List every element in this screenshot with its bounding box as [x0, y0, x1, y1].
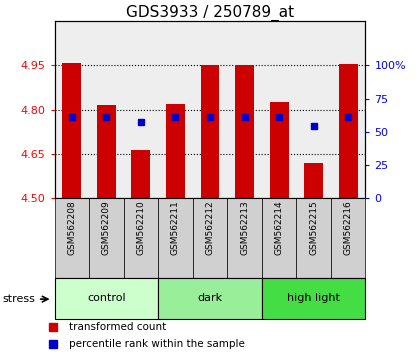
Text: GSM562211: GSM562211 [171, 201, 180, 255]
Bar [193, 198, 227, 278]
Bar [158, 198, 193, 278]
Bar [235, 65, 254, 198]
Bar [97, 105, 116, 198]
Text: high light: high light [287, 293, 340, 303]
Bar [158, 278, 262, 319]
Text: GSM562216: GSM562216 [344, 201, 353, 255]
Text: GSM562213: GSM562213 [240, 201, 249, 255]
Bar [55, 278, 158, 319]
Text: transformed count: transformed count [68, 321, 166, 332]
Bar [166, 104, 185, 198]
Bar [55, 198, 89, 278]
Bar [339, 64, 357, 198]
Bar [304, 163, 323, 198]
Text: GSM562212: GSM562212 [205, 201, 215, 255]
Bar [227, 198, 262, 278]
Bar [262, 198, 297, 278]
Text: GSM562210: GSM562210 [136, 201, 145, 255]
Bar [89, 198, 123, 278]
Bar [270, 102, 289, 198]
Title: GDS3933 / 250789_at: GDS3933 / 250789_at [126, 5, 294, 21]
Text: GSM562214: GSM562214 [275, 201, 284, 255]
Bar [63, 63, 81, 198]
Bar [123, 198, 158, 278]
Bar [331, 198, 365, 278]
Bar [297, 198, 331, 278]
Text: GSM562208: GSM562208 [67, 201, 76, 255]
Text: stress: stress [2, 294, 35, 304]
Text: GSM562209: GSM562209 [102, 201, 111, 255]
Bar [200, 65, 220, 198]
Text: percentile rank within the sample: percentile rank within the sample [68, 339, 244, 349]
Text: control: control [87, 293, 126, 303]
Bar [131, 149, 150, 198]
Text: GSM562215: GSM562215 [309, 201, 318, 255]
Text: dark: dark [197, 293, 223, 303]
Bar [262, 278, 365, 319]
